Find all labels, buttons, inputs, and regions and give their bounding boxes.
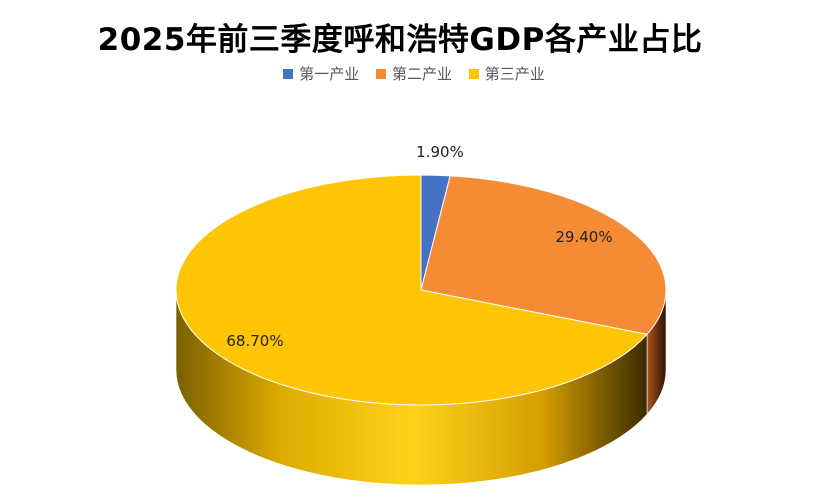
legend-item-tertiary[interactable]: 第三产业 [468,63,545,84]
pie-top-group [175,174,667,406]
legend-label-secondary: 第二产业 [391,65,452,83]
legend-item-secondary[interactable]: 第二产业 [375,63,452,84]
legend-swatch-tertiary [468,69,479,79]
legend-item-primary[interactable]: 第一产业 [283,63,359,84]
chart-title: 2025年前三季度呼和浩特GDP各产业占比 [97,22,703,58]
legend-swatch-primary [283,69,294,79]
legend-label-tertiary: 第三产业 [484,65,545,83]
pie-slice-secondary[interactable] [420,175,667,335]
data-label-secondary: 29.40% [555,228,612,246]
data-label-primary: 1.90% [416,143,464,161]
chart-legend: 第一产业 第二产业 第三产业 [0,63,828,84]
pie-label-group: 1.90% 29.40% 68.70% [226,143,612,350]
data-label-tertiary: 68.70% [226,332,283,350]
legend-swatch-secondary [375,69,386,79]
pie-slice-tertiary[interactable] [175,174,649,406]
pie-side-group [175,289,667,486]
legend-label-primary: 第一产业 [299,65,360,83]
